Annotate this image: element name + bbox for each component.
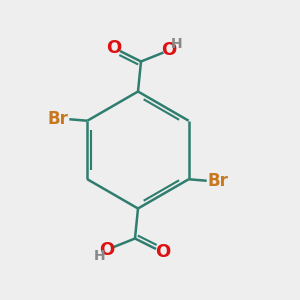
- Text: H: H: [171, 37, 182, 51]
- Text: H: H: [94, 249, 105, 263]
- Text: O: O: [106, 39, 121, 57]
- Text: Br: Br: [208, 172, 229, 190]
- Text: O: O: [100, 241, 115, 259]
- Text: Br: Br: [47, 110, 68, 128]
- Text: O: O: [155, 243, 170, 261]
- Text: O: O: [161, 41, 176, 59]
